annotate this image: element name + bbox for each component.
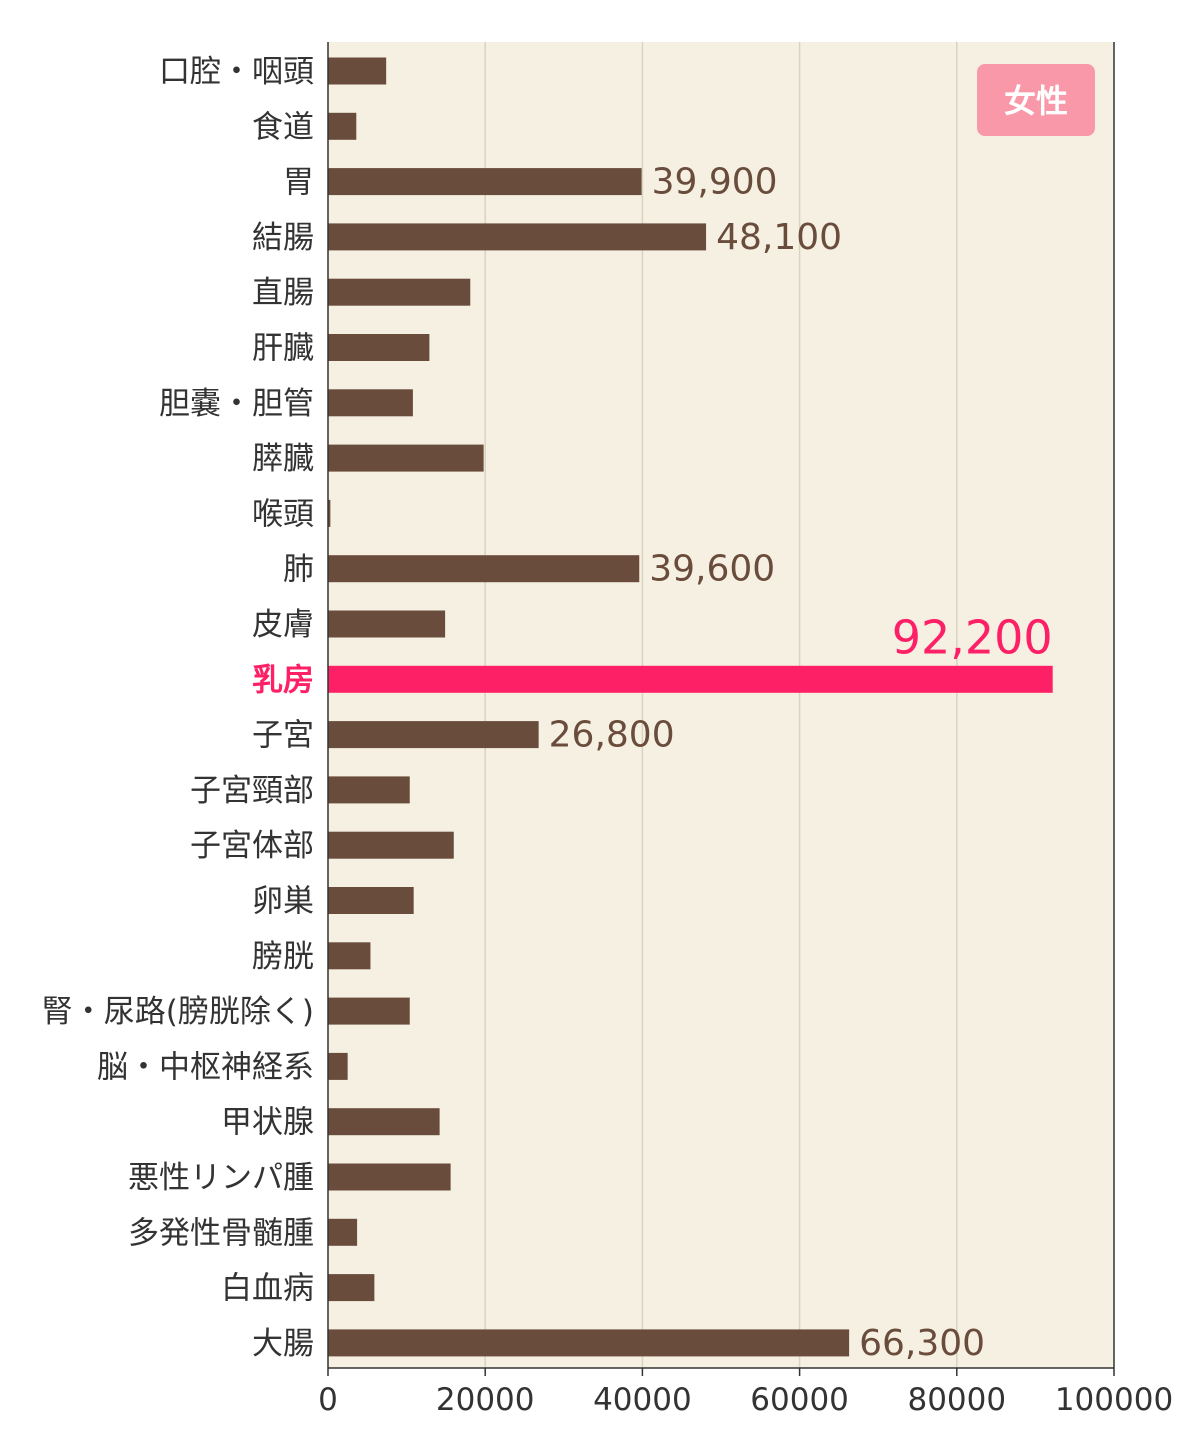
x-tick-label: 80000: [907, 1382, 1006, 1418]
bar: [328, 168, 642, 196]
plot-background: [328, 42, 1114, 1368]
data-label: 92,200: [892, 610, 1053, 664]
grid-lines: [484, 42, 958, 1368]
x-tick-label: 60000: [750, 1382, 849, 1418]
legend: 女性: [977, 64, 1095, 136]
bar: [328, 1108, 440, 1136]
category-label: 脳・中枢神経系: [97, 1049, 314, 1085]
bar: [328, 278, 471, 306]
category-label: 白血病: [221, 1271, 314, 1307]
bar: [328, 721, 539, 749]
x-tick-label: 0: [318, 1382, 338, 1418]
category-label: 子宮頸部: [190, 773, 314, 809]
category-label: 肝臓: [252, 331, 314, 367]
category-label: 直腸: [252, 275, 314, 311]
data-label: 48,100: [716, 217, 842, 258]
bar: [328, 389, 413, 417]
bars: [328, 57, 1053, 1357]
category-label: 乳房: [252, 662, 314, 698]
axes: 0 20000 40000 60000 80000 100000: [318, 42, 1173, 1418]
x-tick-label: 20000: [436, 1382, 535, 1418]
bar: [328, 776, 410, 804]
bar: [328, 1163, 451, 1191]
bar: [328, 57, 387, 85]
bar: [328, 499, 331, 527]
category-label: 胃: [283, 165, 314, 201]
category-label: 子宮: [252, 718, 314, 754]
bar: [328, 1329, 850, 1357]
data-label: 39,900: [652, 162, 778, 203]
category-label: 卵巣: [252, 884, 314, 920]
bar: [328, 610, 446, 638]
bar: [328, 942, 371, 970]
category-label: 口腔・咽頭: [159, 54, 314, 90]
category-label: 食道: [252, 109, 314, 145]
bar: [328, 1052, 348, 1080]
bar: [328, 831, 454, 859]
data-label: 26,800: [549, 715, 675, 756]
legend-badge: [977, 64, 1095, 136]
bar: [328, 334, 430, 361]
legend-label: 女性: [1004, 82, 1068, 120]
category-label: 皮膚: [252, 607, 314, 643]
category-label: 腎・尿路(膀胱除く): [42, 994, 314, 1030]
bar: [328, 887, 414, 914]
category-label: 胆嚢・胆管: [159, 386, 314, 422]
category-label: 肺: [283, 552, 314, 588]
bar: [328, 997, 410, 1025]
bar: [328, 1218, 358, 1246]
data-label: 39,600: [649, 549, 775, 590]
category-label: 子宮体部: [190, 828, 314, 864]
category-label: 膵臓: [252, 441, 314, 477]
bar: [328, 1274, 375, 1302]
data-label: 66,300: [859, 1323, 985, 1364]
category-label: 大腸: [252, 1326, 314, 1362]
bar: [328, 112, 357, 140]
bar: [328, 444, 484, 472]
category-label: 悪性リンパ腫: [128, 1160, 314, 1196]
x-tick-label: 40000: [593, 1382, 692, 1418]
bar: [328, 223, 707, 251]
x-tick-label: 100000: [1055, 1382, 1173, 1418]
category-label: 結腸: [252, 220, 314, 256]
category-label: 多発性骨髄腫: [128, 1215, 314, 1251]
category-label: 膀胱: [252, 939, 314, 975]
bar: [328, 555, 640, 583]
bar: [328, 665, 1053, 693]
category-label: 喉頭: [252, 496, 314, 532]
category-label: 甲状腺: [221, 1105, 314, 1141]
